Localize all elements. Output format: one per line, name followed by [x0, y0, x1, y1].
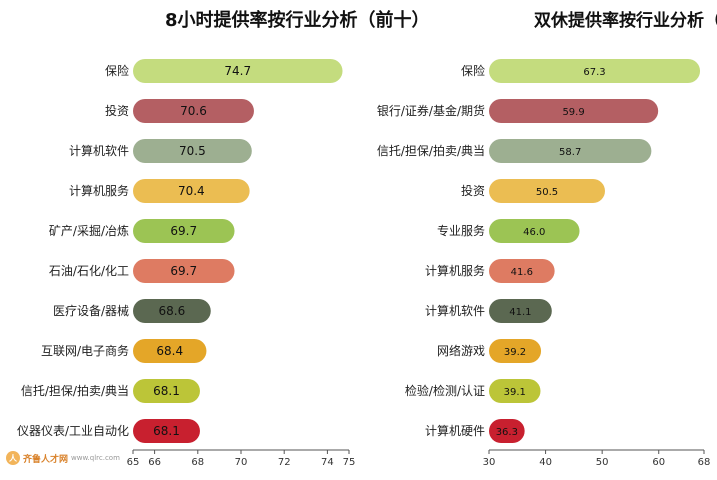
- category-label: 矿产/采掘/冶炼: [49, 223, 129, 238]
- bar: [133, 139, 252, 163]
- bar-value-label: 70.5: [179, 144, 206, 158]
- bar-value-label: 69.7: [170, 264, 197, 278]
- category-label: 专业服务: [437, 223, 485, 238]
- category-label: 信托/担保/拍卖/典当: [21, 383, 129, 398]
- bar-value-label: 69.7: [170, 224, 197, 238]
- bar: [489, 259, 555, 283]
- chart-2: 双休提供率按行业分析（前十） 保险 67.3 银行/证券/基金/期货 59.9 信托/担保…: [377, 10, 717, 468]
- category-label: 计算机软件: [69, 143, 129, 158]
- x-tick-label: 75: [343, 457, 356, 468]
- category-label: 计算机软件: [425, 303, 485, 318]
- category-label: 投资: [461, 183, 485, 198]
- bar-value-label: 36.3: [496, 427, 518, 438]
- x-tick-label: 30: [483, 457, 496, 468]
- bar-value-label: 68.1: [153, 384, 180, 398]
- logo-brand: 齐鲁人才网: [23, 454, 69, 465]
- bar-value-label: 68.6: [159, 304, 186, 318]
- bar: [133, 339, 207, 363]
- category-label: 互联网/电子商务: [41, 343, 129, 358]
- logo-icon: 人: [6, 451, 20, 465]
- bar: [489, 99, 659, 123]
- bar-value-label: 67.3: [583, 67, 605, 78]
- bar: [133, 379, 200, 403]
- bar-value-label: 41.1: [509, 307, 531, 318]
- bar: [489, 219, 580, 243]
- x-tick-label: 66: [148, 457, 161, 468]
- category-label: 网络游戏: [437, 343, 485, 358]
- bar-value-label: 46.0: [523, 227, 545, 238]
- bar: [489, 139, 652, 163]
- bar-value-label: 70.6: [180, 104, 207, 118]
- category-label: 计算机硬件: [425, 423, 485, 438]
- bar-value-label: 39.2: [504, 347, 526, 358]
- chart-title: 8小时提供率按行业分析（前十）: [165, 9, 430, 31]
- category-label: 信托/担保/拍卖/典当: [377, 143, 485, 158]
- category-label: 仪器仪表/工业自动化: [17, 424, 129, 438]
- bar-value-label: 39.1: [504, 387, 526, 398]
- category-label: 投资: [105, 103, 129, 118]
- bar-value-label: 41.6: [511, 267, 533, 278]
- category-label: 保险: [461, 63, 485, 78]
- bar: [133, 259, 235, 283]
- bar: [489, 339, 542, 363]
- bar: [133, 59, 343, 83]
- x-tick-label: 74: [321, 457, 334, 468]
- category-label: 保险: [105, 63, 129, 78]
- x-tick-label: 65: [127, 457, 140, 468]
- bar: [489, 299, 552, 323]
- category-label: 石油/石化/化工: [49, 264, 129, 278]
- x-tick-label: 60: [652, 457, 665, 468]
- bar: [133, 419, 200, 443]
- x-tick-label: 68: [191, 457, 204, 468]
- x-tick-label: 72: [278, 457, 291, 468]
- bar: [489, 419, 525, 443]
- category-label: 检验/检测/认证: [405, 383, 485, 398]
- bar-value-label: 50.5: [536, 187, 558, 198]
- category-label: 银行/证券/基金/期货: [377, 103, 485, 118]
- chart-1: 8小时提供率按行业分析（前十） 保险 74.7 投资 70.6 计算机软件 70.5 计算机服…: [17, 9, 430, 468]
- bar: [489, 59, 701, 83]
- category-label: 计算机服务: [69, 183, 129, 198]
- bar: [133, 179, 250, 203]
- bar-value-label: 68.4: [156, 344, 183, 358]
- bar-value-label: 59.9: [562, 107, 584, 118]
- bar: [133, 99, 254, 123]
- bar: [133, 299, 211, 323]
- category-label: 医疗设备/器械: [53, 303, 129, 318]
- chart-title: 双休提供率按行业分析（前十）: [534, 10, 717, 31]
- bar: [133, 219, 235, 243]
- bar: [489, 179, 605, 203]
- category-label: 计算机服务: [425, 263, 485, 278]
- site-logo: 人 齐鲁人才网 www.qlrc.com: [6, 451, 120, 465]
- bar-value-label: 70.4: [178, 184, 205, 198]
- x-tick-label: 68: [698, 457, 711, 468]
- bar-value-label: 68.1: [153, 424, 180, 438]
- x-tick-label: 40: [539, 457, 552, 468]
- bar-value-label: 58.7: [559, 147, 581, 158]
- logo-url: www.qlrc.com: [71, 454, 120, 462]
- bar-value-label: 74.7: [224, 64, 251, 78]
- x-tick-label: 70: [235, 457, 248, 468]
- bar: [489, 379, 541, 403]
- x-tick-label: 50: [596, 457, 609, 468]
